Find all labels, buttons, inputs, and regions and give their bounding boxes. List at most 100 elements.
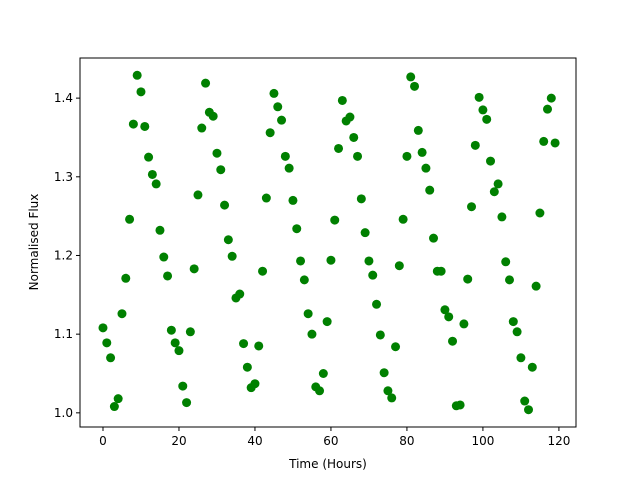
x-tick-label: 80 [399, 434, 414, 448]
point [269, 88, 279, 98]
plot-frame [79, 57, 577, 428]
point [121, 273, 131, 283]
point [330, 215, 340, 225]
point [102, 338, 112, 348]
point [326, 255, 336, 265]
point [455, 400, 465, 410]
point [474, 92, 484, 102]
point [132, 70, 142, 80]
point [383, 386, 393, 396]
point [444, 312, 454, 322]
point [410, 81, 420, 91]
y-axis-label: Normalised Flux [27, 194, 41, 291]
point [516, 353, 526, 363]
point [546, 93, 556, 103]
point [242, 362, 252, 372]
point [113, 394, 123, 404]
point [413, 125, 423, 135]
point [307, 329, 317, 339]
point [334, 143, 344, 153]
point [505, 275, 515, 285]
point [159, 252, 169, 262]
point [353, 151, 363, 161]
x-tick-label: 40 [247, 434, 262, 448]
point [550, 138, 560, 148]
point [345, 112, 355, 122]
point [478, 105, 488, 115]
point [402, 151, 412, 161]
point [292, 224, 302, 234]
point [349, 132, 359, 142]
point [360, 228, 370, 238]
point [315, 386, 325, 396]
point [398, 214, 408, 224]
point [140, 121, 150, 131]
x-tick-label: 60 [323, 434, 338, 448]
point [223, 235, 233, 245]
point [166, 325, 176, 335]
point [318, 368, 328, 378]
point [151, 179, 161, 189]
y-tick-label: 1.0 [54, 406, 73, 420]
x-tick-label: 20 [171, 434, 186, 448]
point [299, 275, 309, 285]
point [227, 251, 237, 261]
point [125, 214, 135, 224]
point [98, 323, 108, 333]
point [322, 317, 332, 327]
point [387, 393, 397, 403]
point [356, 194, 366, 204]
point [117, 309, 127, 319]
point [391, 342, 401, 352]
point [364, 256, 374, 266]
point [489, 187, 499, 197]
point [520, 396, 530, 406]
point [284, 163, 294, 173]
point [128, 119, 138, 129]
point [193, 190, 203, 200]
point [273, 102, 283, 112]
point [417, 147, 427, 157]
point [254, 341, 264, 351]
point [258, 266, 268, 276]
point [337, 95, 347, 105]
point [185, 327, 195, 337]
point [459, 319, 469, 329]
point [524, 405, 534, 415]
point [501, 257, 511, 267]
point [189, 264, 199, 274]
point [527, 362, 537, 372]
point [155, 225, 165, 235]
point [368, 270, 378, 280]
point [163, 271, 173, 281]
point [482, 114, 492, 124]
point [303, 309, 313, 319]
point [174, 346, 184, 356]
point [497, 212, 507, 222]
point [239, 339, 249, 349]
point [425, 185, 435, 195]
point [201, 78, 211, 88]
point [375, 330, 385, 340]
point [147, 169, 157, 179]
point [394, 261, 404, 271]
point [372, 299, 382, 309]
point [208, 111, 218, 121]
point [261, 193, 271, 203]
point [448, 336, 458, 346]
point [250, 379, 260, 389]
point [265, 128, 275, 138]
point [508, 317, 518, 327]
y-tick-label: 1.1 [54, 327, 73, 341]
point [288, 195, 298, 205]
point [277, 115, 287, 125]
point [296, 256, 306, 266]
point [212, 148, 222, 158]
y-tick-label: 1.2 [54, 248, 73, 262]
point [220, 200, 230, 210]
point [463, 274, 473, 284]
point [178, 381, 188, 391]
point [136, 87, 146, 97]
point [467, 202, 477, 212]
